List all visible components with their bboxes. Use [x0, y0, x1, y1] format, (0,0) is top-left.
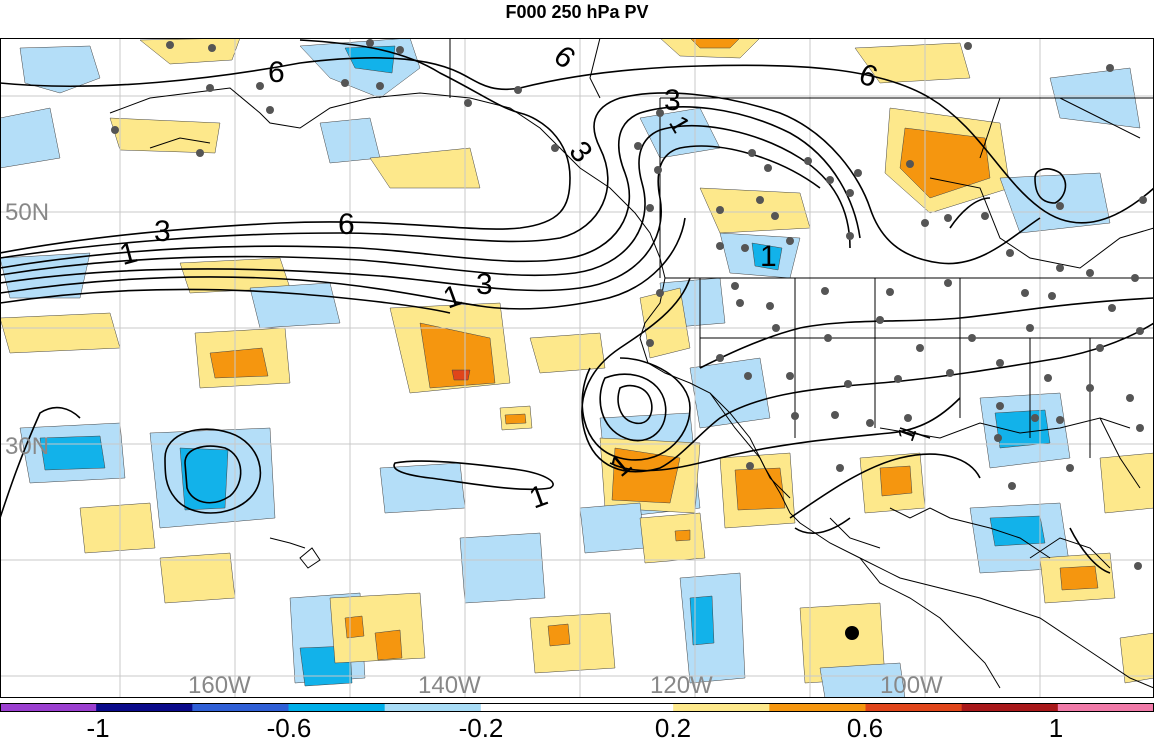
lon-label-140w: 140W	[418, 672, 481, 698]
pv-map: 6 6 6 6 3 3 3 3 1 1 1 1 1 1 1	[0, 38, 1154, 698]
colorbar-swatch	[769, 703, 866, 711]
colorbar-swatch	[96, 703, 193, 711]
colorbar-swatches	[0, 703, 1154, 711]
colorbar-tick: -0.6	[267, 713, 312, 739]
contour-label: 3	[476, 268, 493, 301]
contour-label: 6	[338, 208, 355, 241]
colorbar-swatch	[961, 703, 1059, 711]
pv-shading	[0, 38, 1154, 698]
contour-label: 3	[154, 215, 171, 248]
colorbar-swatch	[865, 703, 963, 711]
colorbar-swatch	[0, 703, 97, 711]
lat-lon-grid	[0, 38, 1154, 698]
colorbar: -1 -0.6 -0.2 0.2 0.6 1	[0, 703, 1154, 739]
colorbar-swatch	[288, 703, 386, 711]
colorbar-tick: 0.6	[847, 713, 883, 739]
pv-contours	[0, 39, 1154, 574]
colorbar-swatch	[673, 703, 770, 711]
contour-label: 1	[525, 479, 552, 516]
station-dot-highlight	[845, 626, 859, 640]
colorbar-ticks: -1 -0.6 -0.2 0.2 0.6 1	[86, 713, 1063, 739]
colorbar-tick: -0.2	[459, 713, 504, 739]
lon-label-100w: 100W	[880, 672, 943, 698]
coastlines	[109, 38, 1154, 689]
colorbar-swatch	[480, 703, 578, 711]
colorbar-swatch	[384, 703, 482, 711]
lat-label-50n: 50N	[5, 199, 49, 226]
lon-label-160w: 160W	[188, 672, 251, 698]
colorbar-swatch	[1057, 703, 1154, 711]
lat-label-30n: 30N	[5, 433, 49, 460]
colorbar-swatch	[192, 703, 289, 711]
colorbar-tick: -1	[86, 713, 109, 739]
contour-label: 6	[268, 56, 285, 89]
contour-label: 3	[664, 84, 681, 117]
map-title: F000 250 hPa PV	[505, 2, 649, 22]
colorbar-swatch	[577, 703, 674, 711]
colorbar-tick: 1	[1049, 713, 1063, 739]
contour-label: 6	[547, 39, 581, 75]
grid-labels: 50N 30N 160W 140W 120W 100W	[5, 199, 943, 698]
contour-label: 1	[760, 240, 777, 273]
station-dots	[111, 39, 1147, 570]
lon-label-120w: 120W	[650, 672, 713, 698]
colorbar-tick: 0.2	[655, 713, 691, 739]
